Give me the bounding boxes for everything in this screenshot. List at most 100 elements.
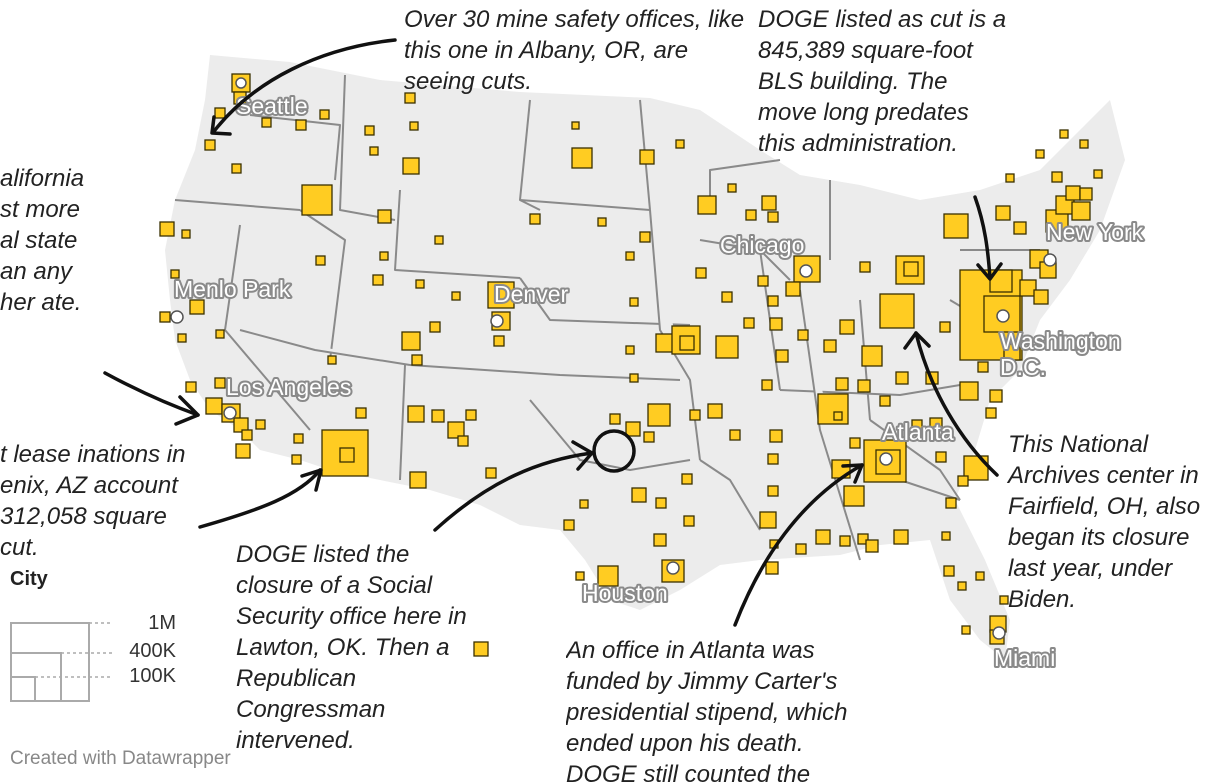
office-marker — [457, 435, 469, 447]
annotation-arrow — [903, 331, 931, 350]
state-border — [174, 199, 301, 211]
legend-label-1m: 1M — [148, 612, 176, 634]
state-border — [299, 209, 346, 361]
city-label-chicago: Chicago — [720, 232, 804, 258]
office-marker — [301, 184, 333, 216]
office-marker — [579, 499, 589, 509]
office-marker — [879, 395, 891, 407]
office-marker — [765, 561, 779, 575]
office-marker — [401, 331, 421, 351]
office-marker — [975, 571, 985, 581]
city-dot — [490, 314, 504, 328]
office-markers — [159, 73, 1103, 657]
office-marker — [707, 403, 723, 419]
office-marker — [379, 251, 389, 261]
office-marker — [785, 281, 801, 297]
office-marker — [473, 641, 489, 657]
state-border — [529, 399, 691, 471]
office-marker — [675, 139, 685, 149]
office-marker — [625, 251, 635, 261]
office-marker — [409, 121, 419, 131]
office-marker — [769, 317, 783, 331]
office-marker — [1059, 129, 1069, 139]
office-marker — [729, 429, 741, 441]
office-marker — [451, 291, 461, 301]
office-marker — [817, 393, 849, 425]
office-marker — [655, 333, 675, 353]
office-marker — [941, 531, 951, 541]
office-marker — [372, 274, 384, 286]
office-marker — [757, 275, 769, 287]
office-marker — [1079, 187, 1093, 201]
legend-squares — [10, 622, 112, 702]
annotation-phoenix: t lease inations in enix, AZ account 312… — [0, 441, 186, 561]
office-marker — [235, 443, 251, 459]
office-marker — [529, 213, 541, 225]
city-dot — [235, 77, 247, 89]
office-marker — [431, 409, 445, 423]
office-marker — [795, 543, 807, 555]
office-marker — [655, 497, 667, 509]
datawrapper-credit[interactable]: Created with Datawrapper — [10, 748, 231, 769]
office-marker — [639, 149, 655, 165]
office-marker — [639, 231, 651, 243]
office-marker — [775, 349, 789, 363]
office-marker — [743, 317, 755, 329]
office-marker — [939, 321, 951, 333]
state-border — [394, 189, 521, 279]
office-marker — [205, 397, 223, 415]
office-marker — [465, 409, 477, 421]
office-marker — [865, 539, 879, 553]
office-marker — [999, 595, 1009, 605]
office-marker — [485, 467, 497, 479]
office-marker — [823, 339, 837, 353]
office-marker — [261, 117, 272, 128]
annotation-arrow — [198, 468, 322, 529]
office-marker — [1093, 169, 1103, 179]
state-border — [239, 329, 411, 366]
annotation-arrows — [103, 38, 1003, 627]
office-marker — [255, 419, 266, 430]
office-marker — [767, 211, 779, 223]
office-marker — [575, 571, 585, 581]
office-marker — [697, 195, 717, 215]
office-marker — [493, 335, 505, 347]
office-marker — [679, 335, 695, 351]
office-marker — [1003, 343, 1021, 361]
office-marker — [857, 533, 869, 545]
office-marker — [857, 379, 871, 393]
office-marker — [1051, 171, 1063, 183]
office-marker — [643, 431, 655, 443]
office-marker — [487, 281, 515, 309]
office-marker — [170, 269, 180, 279]
state-border — [699, 459, 761, 531]
legend-title: City — [10, 568, 48, 590]
office-marker — [339, 447, 355, 463]
office-marker — [839, 319, 855, 335]
office-marker — [647, 403, 671, 427]
state-border — [519, 199, 651, 211]
annotation-mine-safety: Over 30 mine safety offices, like this o… — [404, 6, 745, 95]
office-marker — [159, 311, 171, 323]
office-marker — [815, 529, 831, 545]
office-marker — [563, 519, 575, 531]
office-marker — [797, 329, 809, 341]
office-marker — [879, 293, 915, 329]
office-marker — [571, 147, 593, 169]
office-marker — [447, 421, 465, 439]
annotation-arrow — [174, 395, 200, 426]
office-marker — [177, 333, 187, 343]
city-dot — [992, 626, 1006, 640]
office-marker — [767, 453, 779, 465]
office-marker — [189, 299, 205, 315]
annotation-arrow — [733, 463, 864, 627]
city-label-denver: Denver — [494, 281, 568, 307]
office-marker — [327, 355, 337, 365]
office-marker — [404, 92, 416, 104]
office-marker — [895, 371, 909, 385]
office-marker — [625, 345, 635, 355]
office-marker — [407, 405, 425, 423]
state-border — [899, 479, 961, 501]
annotation-arrow — [976, 262, 1003, 281]
